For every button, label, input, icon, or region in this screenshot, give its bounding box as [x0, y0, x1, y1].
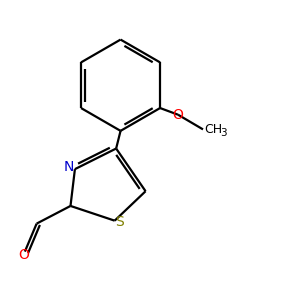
- Text: S: S: [116, 215, 124, 229]
- Text: 3: 3: [220, 128, 227, 138]
- Text: CH: CH: [205, 123, 223, 136]
- Text: O: O: [172, 108, 183, 122]
- Text: N: N: [63, 160, 74, 174]
- Text: O: O: [18, 248, 29, 262]
